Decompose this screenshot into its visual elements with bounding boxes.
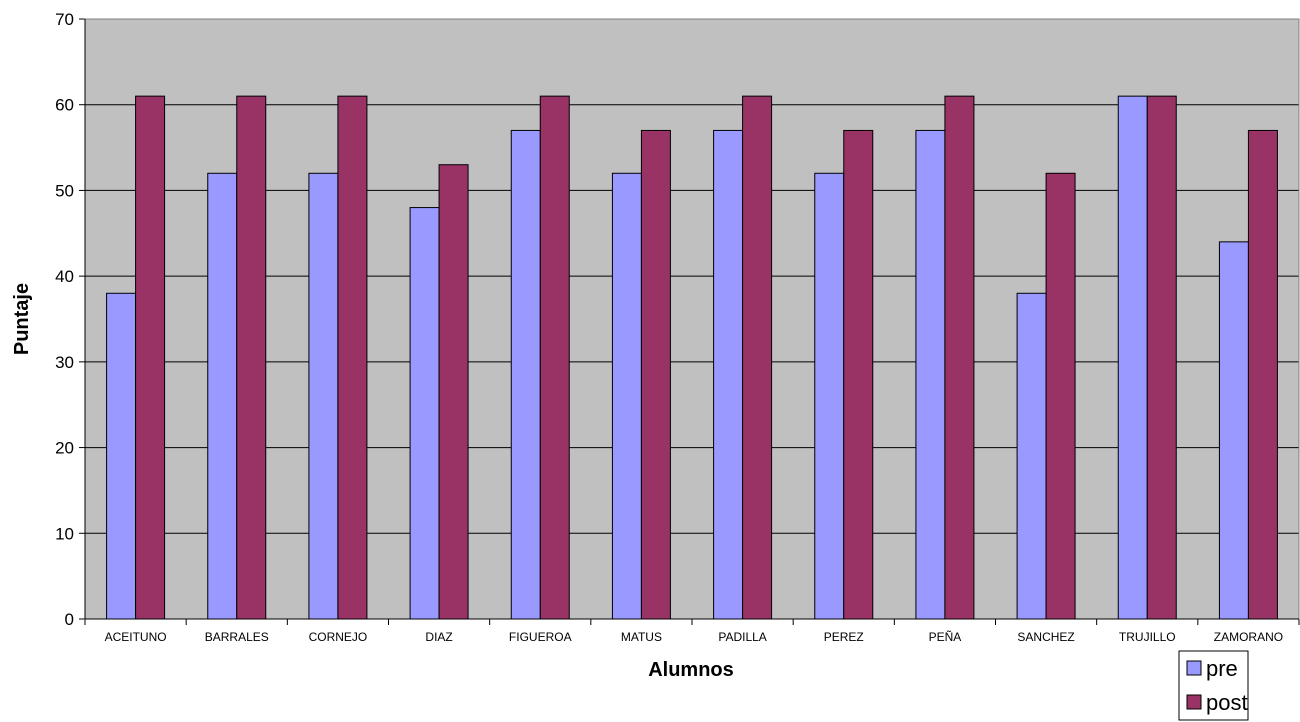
bar-pre-cornejo xyxy=(308,172,339,620)
x-tick-label: BARRALES xyxy=(205,630,269,644)
x-tick-label: CORNEJO xyxy=(309,630,368,644)
bar-pre-peña xyxy=(915,129,946,620)
x-axis-title: Alumnos xyxy=(648,659,734,681)
axes xyxy=(79,18,1300,625)
y-tick-label: 0 xyxy=(65,610,74,629)
y-tick-label: 50 xyxy=(55,181,74,200)
x-tick-label: MATUS xyxy=(621,630,662,644)
bar-post-figueroa xyxy=(539,95,570,620)
plot-area xyxy=(85,19,1299,619)
bar-pre-sanchez xyxy=(1016,292,1047,620)
x-tick-label: TRUJILLO xyxy=(1119,630,1176,644)
x-tick-labels: ACEITUNO BARRALES CORNEJO DIAZ FIGUEROA MATUS… xyxy=(105,630,1284,644)
x-tick-label: DIAZ xyxy=(425,630,452,644)
bar-post-perez xyxy=(843,129,874,620)
bar-post-cornejo xyxy=(337,95,368,620)
bar-post-padilla xyxy=(742,95,773,620)
y-axis-title: Puntaje xyxy=(11,283,33,355)
bar-post-matus xyxy=(640,129,671,620)
bar-pre-perez xyxy=(814,172,845,620)
y-tick-label: 60 xyxy=(55,96,74,115)
y-tick-label: 70 xyxy=(55,10,74,29)
bar-post-peña xyxy=(944,95,975,620)
bars xyxy=(106,95,1278,620)
bar-post-zamorano xyxy=(1247,129,1278,620)
bar-pre-barrales xyxy=(207,172,238,620)
x-tick-label: FIGUEROA xyxy=(509,630,572,644)
x-tick-label: ACEITUNO xyxy=(105,630,167,644)
legend: pre post xyxy=(1178,650,1249,721)
x-tick-label: PADILLA xyxy=(718,630,766,644)
x-tick-label: PEÑA xyxy=(929,630,962,644)
legend-swatch-post xyxy=(1186,694,1202,710)
x-tick-label: SANCHEZ xyxy=(1017,630,1074,644)
bar-pre-trujillo xyxy=(1117,95,1148,620)
bar-post-barrales xyxy=(236,95,267,620)
legend-label-pre: pre xyxy=(1206,656,1238,681)
bar-pre-diaz xyxy=(409,207,440,620)
legend-swatch-pre xyxy=(1186,660,1202,676)
bar-post-diaz xyxy=(438,164,469,620)
bar-pre-padilla xyxy=(713,129,744,620)
y-tick-label: 30 xyxy=(55,353,74,372)
legend-label-post: post xyxy=(1206,690,1248,715)
y-tick-label: 20 xyxy=(55,439,74,458)
x-tick-label: ZAMORANO xyxy=(1214,630,1283,644)
y-tick-label: 40 xyxy=(55,267,74,286)
bar-pre-aceituno xyxy=(106,292,137,620)
y-tick-label: 10 xyxy=(55,524,74,543)
bar-pre-matus xyxy=(611,172,642,620)
bar-post-trujillo xyxy=(1146,95,1177,620)
bar-post-sanchez xyxy=(1045,172,1076,620)
bar-pre-zamorano xyxy=(1218,241,1249,620)
y-tick-labels: 0 10 20 30 40 50 60 70 xyxy=(55,10,74,629)
bar-pre-figueroa xyxy=(510,129,541,620)
x-tick-label: PEREZ xyxy=(824,630,864,644)
bar-post-aceituno xyxy=(135,95,166,620)
